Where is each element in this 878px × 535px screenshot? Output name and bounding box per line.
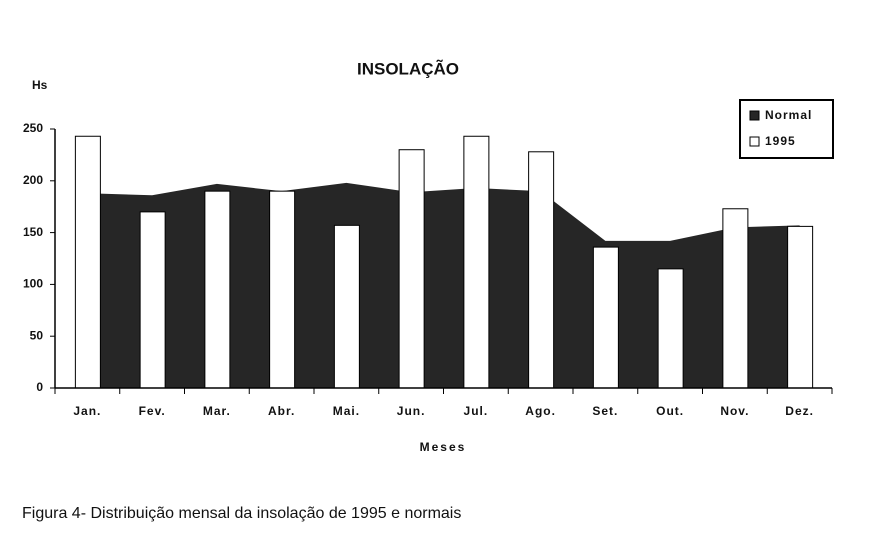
bar xyxy=(139,211,166,389)
y-tick-label: 250 xyxy=(23,121,43,135)
x-tick-label: Mai. xyxy=(333,404,360,418)
x-tick-label: Ago. xyxy=(525,404,556,418)
bar xyxy=(398,149,425,389)
x-tick-label: Jan. xyxy=(73,404,101,418)
y-tick-label: 200 xyxy=(23,173,43,187)
legend-swatch xyxy=(749,110,760,121)
y-axis-label: Hs xyxy=(32,78,48,92)
legend-box xyxy=(739,99,834,159)
bar xyxy=(269,190,296,389)
bar xyxy=(204,190,231,389)
x-tick-label: Nov. xyxy=(720,404,749,418)
y-tick-label: 0 xyxy=(36,380,43,394)
bar xyxy=(463,135,490,389)
x-tick-label: Dez. xyxy=(785,404,814,418)
bar xyxy=(74,135,101,389)
legend-label: Normal xyxy=(765,108,812,122)
area xyxy=(87,182,800,388)
bar xyxy=(787,225,814,389)
bar xyxy=(592,246,619,389)
x-tick-label: Jun. xyxy=(397,404,426,418)
x-tick-label: Out. xyxy=(656,404,684,418)
y-tick-label: 100 xyxy=(23,277,43,291)
y-tick-label: 50 xyxy=(30,328,44,342)
x-tick-label: Abr. xyxy=(268,404,295,418)
bar xyxy=(333,224,360,389)
x-axis-label: Meses xyxy=(420,440,467,454)
chart-title: INSOLAÇÃO xyxy=(357,58,459,78)
caption: Figura 4- Distribuição mensal da insolaç… xyxy=(22,505,461,522)
bar xyxy=(528,151,555,389)
legend-swatch xyxy=(749,136,760,147)
bar xyxy=(657,268,684,389)
x-tick-label: Set. xyxy=(592,404,618,418)
bar xyxy=(722,208,749,389)
x-tick-label: Mar. xyxy=(203,404,231,418)
legend-label: 1995 xyxy=(765,134,796,148)
x-tick-label: Fev. xyxy=(139,404,166,418)
x-tick-label: Jul. xyxy=(464,404,489,418)
y-tick-label: 150 xyxy=(23,225,43,239)
